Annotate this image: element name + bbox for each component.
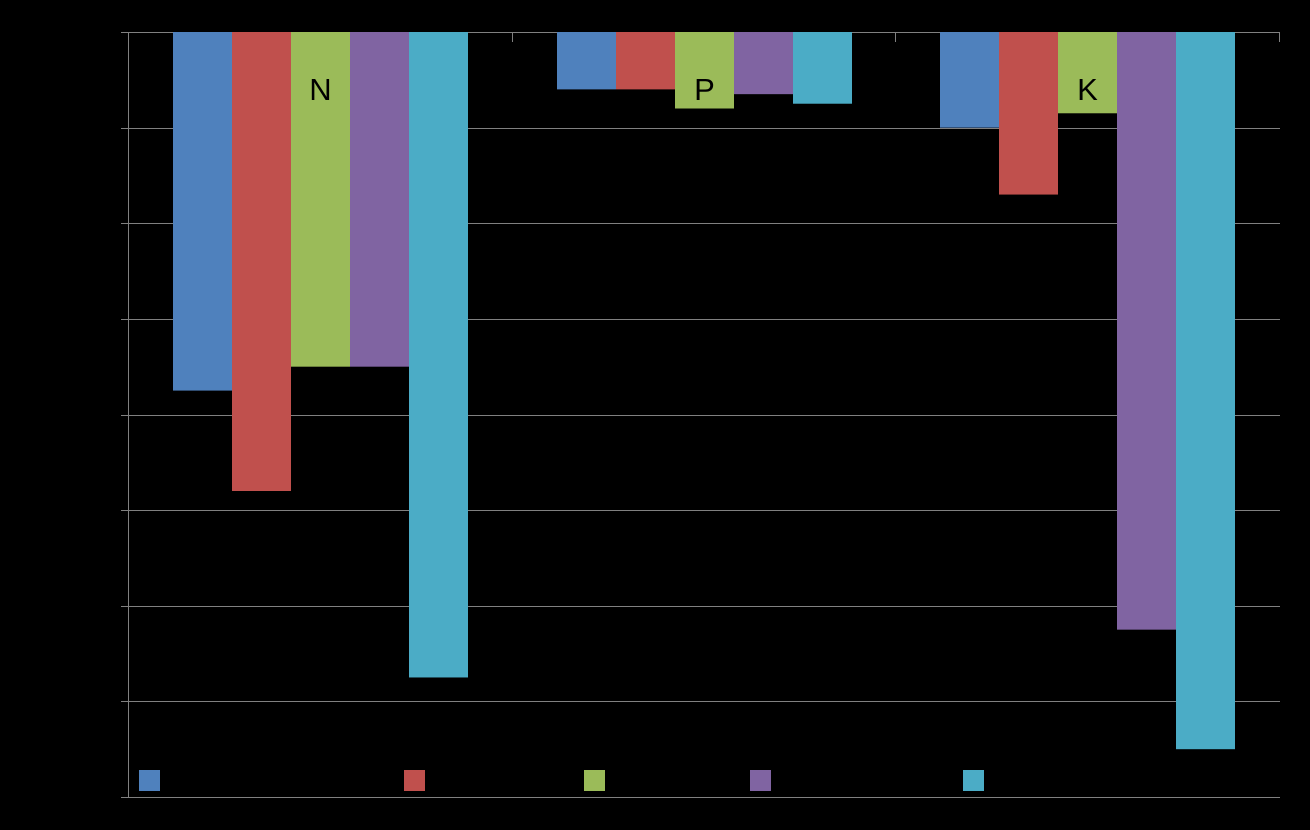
- bar: [409, 32, 468, 678]
- category-label: P: [694, 72, 715, 107]
- bar: [232, 32, 291, 491]
- bar: [999, 32, 1058, 195]
- legend-swatch: [404, 770, 425, 791]
- bars: [173, 32, 1235, 750]
- legend-swatch: [139, 770, 160, 791]
- bar: [350, 32, 409, 367]
- legend: [139, 770, 984, 791]
- category-label: K: [1077, 72, 1098, 107]
- legend-swatch: [584, 770, 605, 791]
- bar: [1117, 32, 1176, 630]
- axes: [121, 32, 1280, 798]
- bar: [557, 32, 616, 90]
- legend-swatch: [750, 770, 771, 791]
- bar: [1176, 32, 1235, 750]
- bar: [675, 32, 734, 109]
- bar: [173, 32, 232, 391]
- bar: [1058, 32, 1117, 114]
- legend-swatch: [963, 770, 984, 791]
- bar: [291, 32, 350, 367]
- category-label: N: [309, 72, 331, 107]
- bar: [734, 32, 793, 95]
- bar: [940, 32, 999, 128]
- bar: [793, 32, 852, 104]
- bar: [616, 32, 675, 90]
